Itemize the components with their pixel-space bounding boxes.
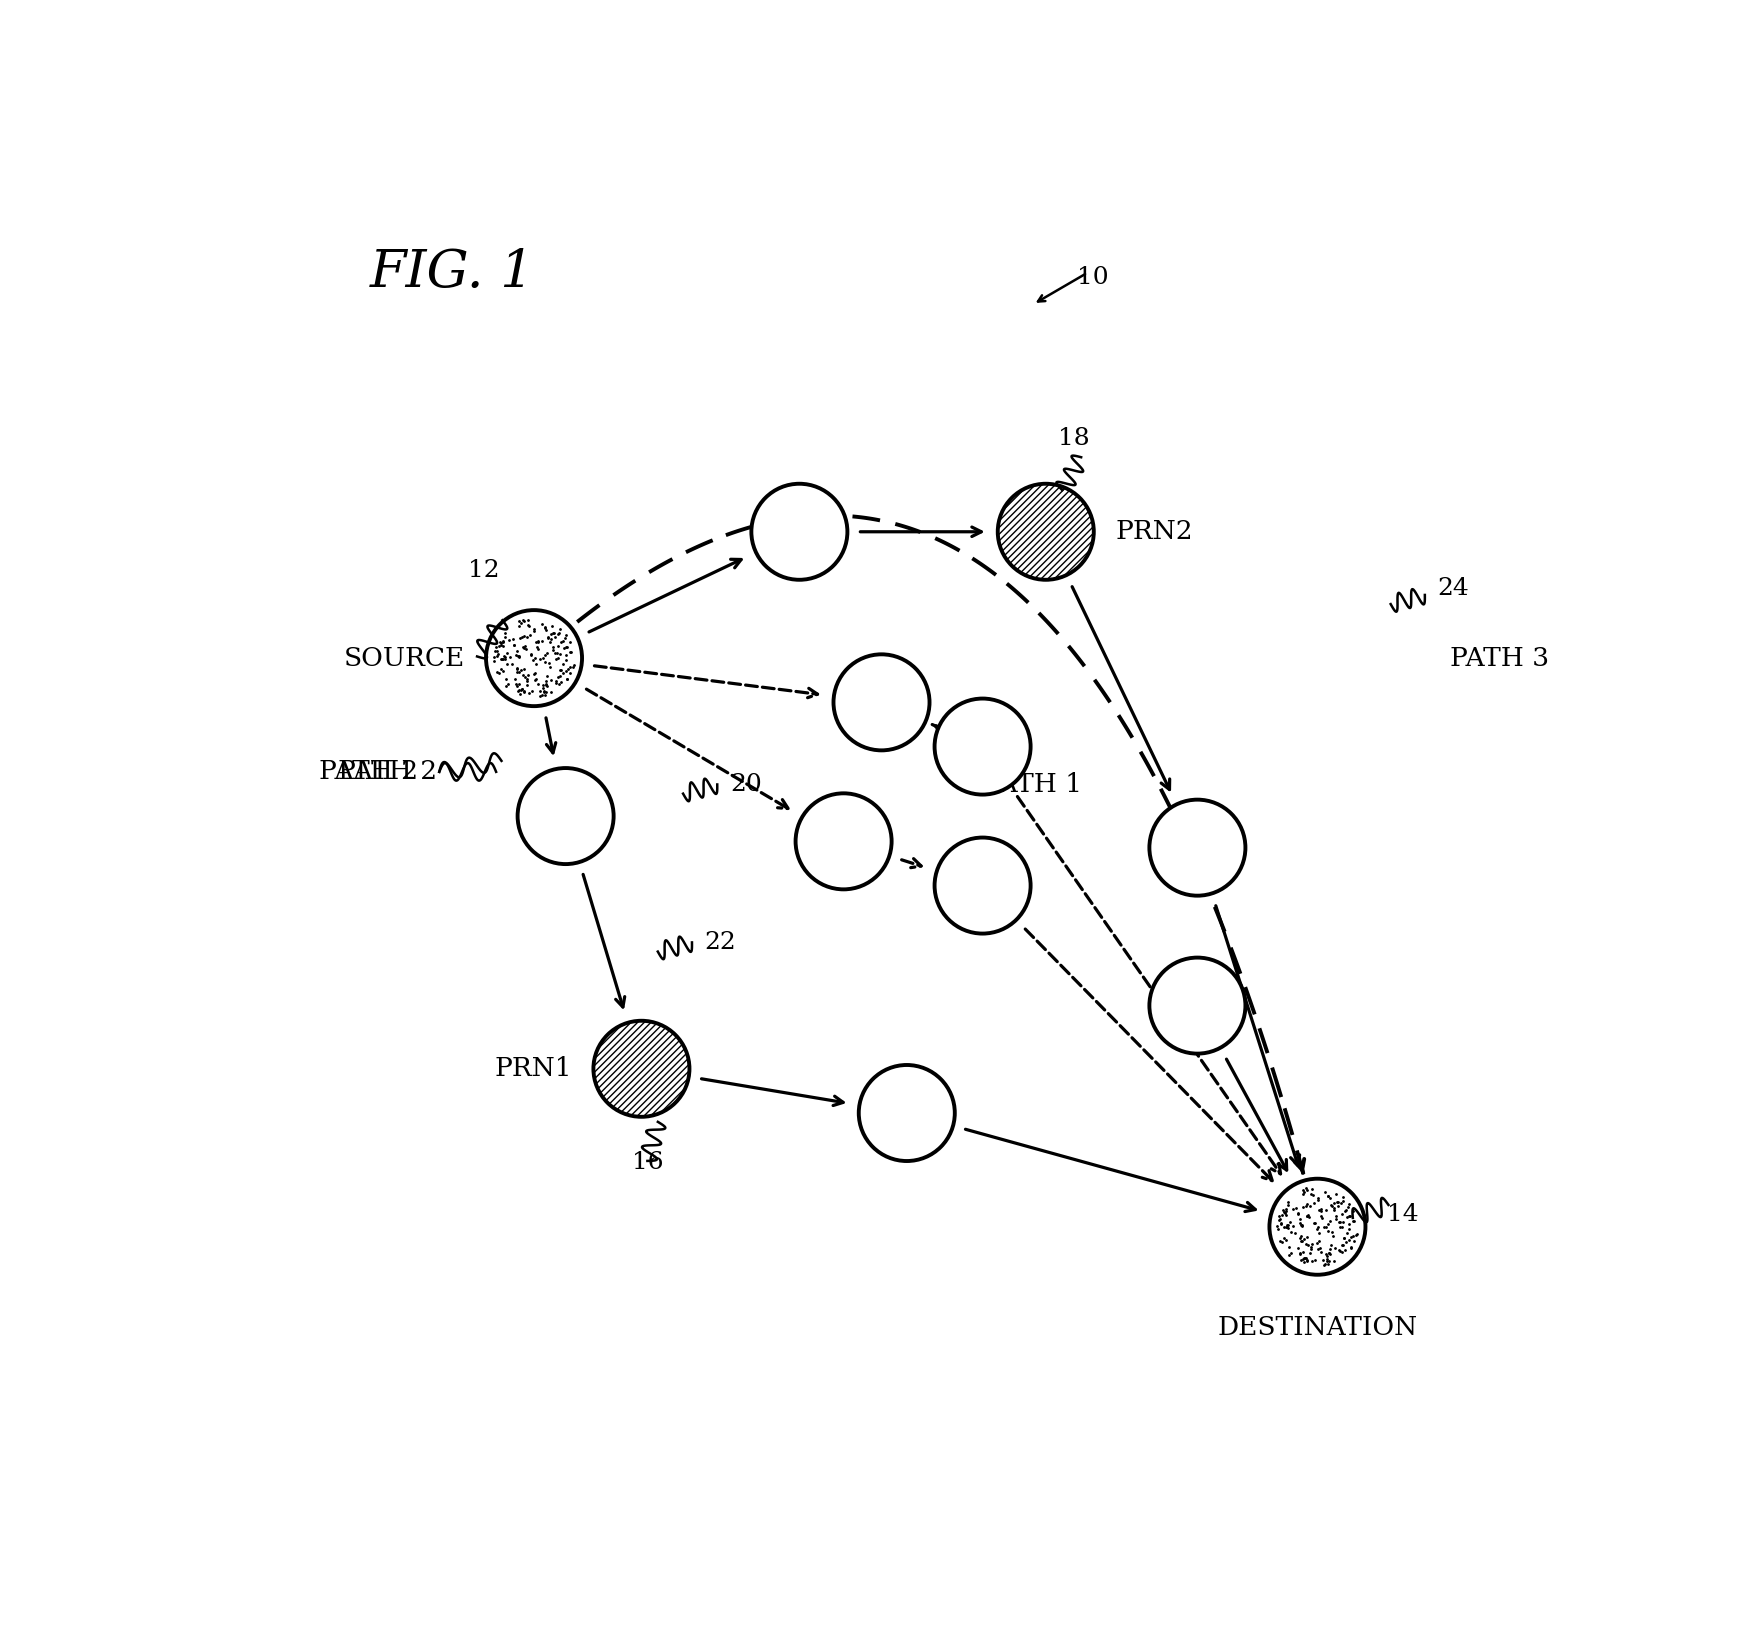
Text: 22: 22 bbox=[705, 930, 736, 953]
Circle shape bbox=[518, 768, 613, 865]
Circle shape bbox=[752, 484, 847, 579]
Text: 14: 14 bbox=[1386, 1203, 1418, 1226]
Text: 20: 20 bbox=[729, 773, 761, 796]
Text: 18: 18 bbox=[1058, 427, 1089, 450]
Text: SOURCE: SOURCE bbox=[343, 645, 464, 671]
Text: PATH 2: PATH 2 bbox=[337, 760, 437, 784]
Text: PRN2: PRN2 bbox=[1116, 519, 1193, 545]
Text: DESTINATION: DESTINATION bbox=[1218, 1314, 1418, 1341]
Circle shape bbox=[998, 484, 1095, 579]
Circle shape bbox=[833, 655, 929, 750]
Circle shape bbox=[935, 699, 1031, 794]
Circle shape bbox=[1149, 958, 1246, 1054]
Circle shape bbox=[859, 1065, 954, 1162]
Text: 16: 16 bbox=[633, 1150, 664, 1173]
Text: 24: 24 bbox=[1437, 578, 1469, 601]
Text: PATH 1: PATH 1 bbox=[982, 771, 1082, 798]
Circle shape bbox=[594, 1021, 689, 1118]
Text: 10: 10 bbox=[1077, 266, 1109, 289]
Text: FIG. 1: FIG. 1 bbox=[369, 248, 534, 299]
Text: PRN1: PRN1 bbox=[494, 1057, 573, 1081]
Text: PATH 3: PATH 3 bbox=[1450, 645, 1550, 671]
Circle shape bbox=[487, 610, 582, 706]
Text: 12: 12 bbox=[467, 560, 499, 583]
Text: PATH 2: PATH 2 bbox=[320, 760, 418, 784]
Circle shape bbox=[1269, 1178, 1365, 1275]
Circle shape bbox=[1149, 799, 1246, 896]
Circle shape bbox=[796, 793, 891, 889]
Circle shape bbox=[935, 837, 1031, 934]
